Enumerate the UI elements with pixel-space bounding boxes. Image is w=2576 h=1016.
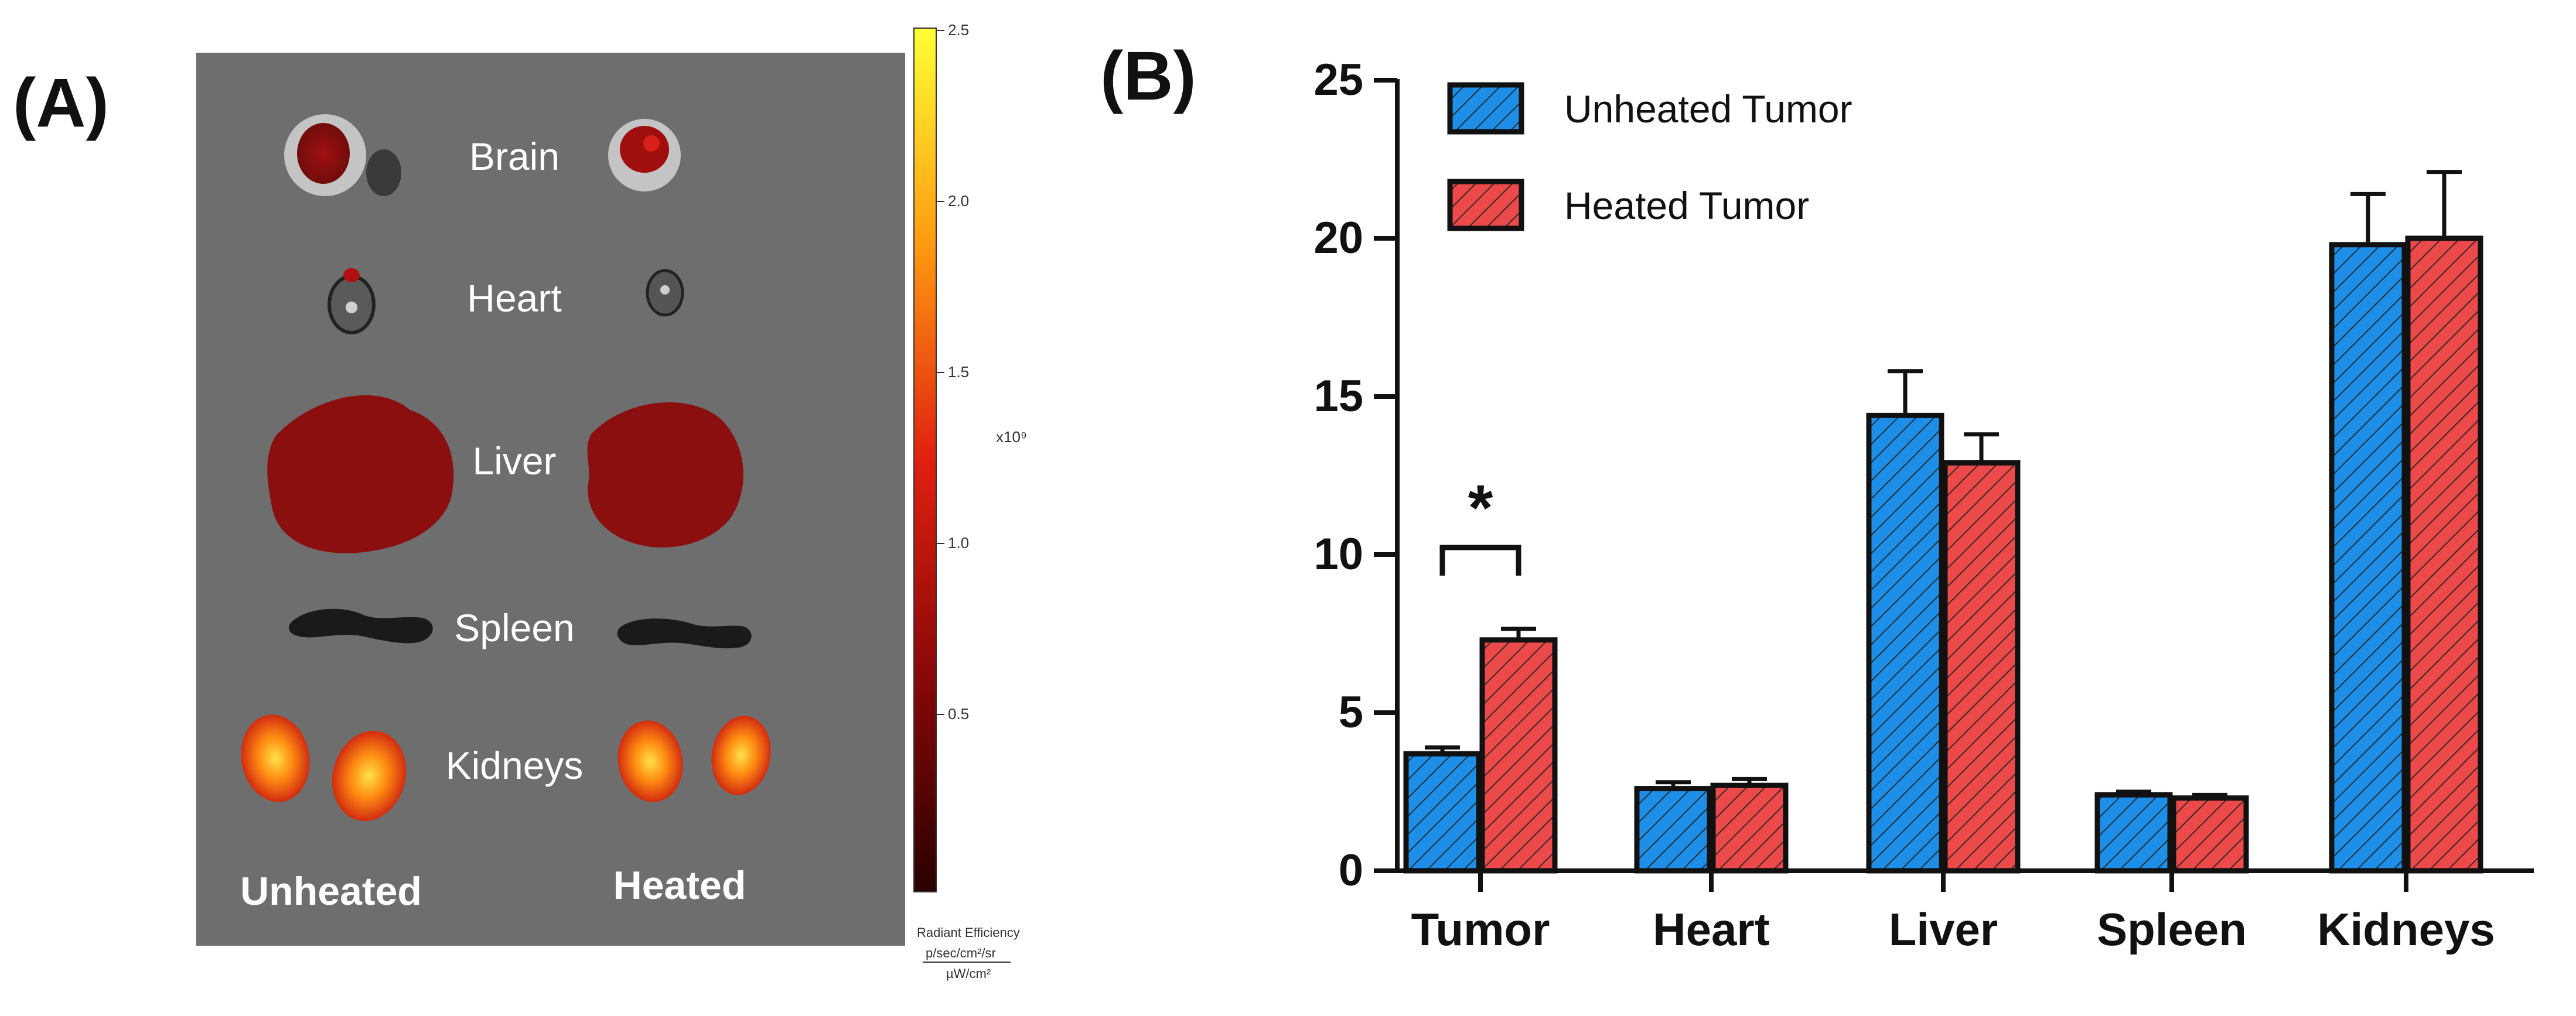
brain-heated [608, 119, 681, 191]
significance-marker: * [1468, 472, 1493, 544]
kidneys-heated [617, 716, 771, 802]
bar-heated-tumor [2405, 235, 2483, 874]
bar-unheated-tumor [1403, 751, 1482, 874]
x-tick-label: Kidneys [2317, 904, 2495, 955]
colorbar-unit-denominator: µW/cm² [946, 966, 991, 981]
legend-swatch [1447, 179, 1524, 231]
x-tick-label: Liver [1889, 904, 1998, 955]
bar-heated-tumor [1479, 637, 1558, 874]
y-tick-label: 10 [1313, 529, 1363, 579]
organ-label-spleen: Spleen [454, 606, 575, 649]
bar-heated-tumor [1942, 460, 2021, 874]
y-tick-label: 20 [1313, 213, 1363, 263]
colorbar-multiplier: x10⁹ [996, 428, 1027, 446]
bar-unheated-tumor [2094, 792, 2173, 874]
colorbar-tick: 2.5 [948, 21, 969, 39]
x-tick-label: Heart [1653, 904, 1769, 955]
group-label-unheated: Unheated [240, 869, 422, 914]
legend-label: Unheated Tumor [1564, 87, 1852, 131]
organ-label-liver: Liver [472, 439, 556, 483]
organ-image-panel: Brain Heart Liver Spleen Kidneys Unheate… [196, 21, 1027, 981]
panel-a-label: (A) [13, 64, 109, 142]
kidneys-unheated [241, 714, 407, 822]
liver-heated [587, 402, 743, 548]
bar-heated-tumor [2171, 795, 2249, 874]
legend-swatch [1447, 82, 1524, 135]
significance-bracket [1439, 545, 1521, 576]
x-tick-label: Tumor [1411, 904, 1550, 955]
bar-unheated-tumor [2329, 242, 2407, 874]
colorbar-title: Radiant Efficiency [917, 925, 1020, 940]
bar-chart: 0510152025Mean RFUTumorHeartLiverSpleenK… [1313, 55, 2534, 955]
colorbar [913, 28, 937, 892]
colorbar-tick: 1.0 [948, 534, 969, 552]
organ-label-kidneys: Kidneys [446, 744, 584, 787]
spleen-heated [617, 618, 752, 649]
x-tick-label: Spleen [2097, 904, 2247, 955]
colorbar-tick: 0.5 [948, 705, 969, 723]
brain-unheated [284, 114, 401, 196]
heart-unheated [327, 268, 376, 334]
organ-label-heart: Heart [467, 276, 561, 320]
colorbar-ticks: 2.5 2.0 1.5 1.0 0.5 [936, 21, 969, 723]
panel-b-label: (B) [1100, 37, 1196, 115]
liver-unheated [267, 395, 454, 553]
heart-heated [646, 269, 684, 317]
group-label-heated: Heated [613, 863, 746, 908]
bar-unheated-tumor [1634, 786, 1712, 874]
colorbar-unit-numerator: p/sec/cm²/sr [926, 946, 996, 960]
y-tick-label: 25 [1313, 55, 1363, 105]
y-tick-label: 0 [1339, 846, 1363, 895]
colorbar-tick: 1.5 [948, 363, 969, 381]
y-tick-label: 5 [1339, 687, 1363, 737]
spleen-unheated [289, 608, 433, 644]
bar-unheated-tumor [1866, 412, 1944, 874]
legend-label: Heated Tumor [1564, 184, 1809, 227]
organ-label-brain: Brain [469, 135, 559, 178]
colorbar-tick: 2.0 [948, 192, 969, 210]
y-tick-label: 15 [1313, 371, 1363, 421]
bar-heated-tumor [1710, 782, 1789, 874]
